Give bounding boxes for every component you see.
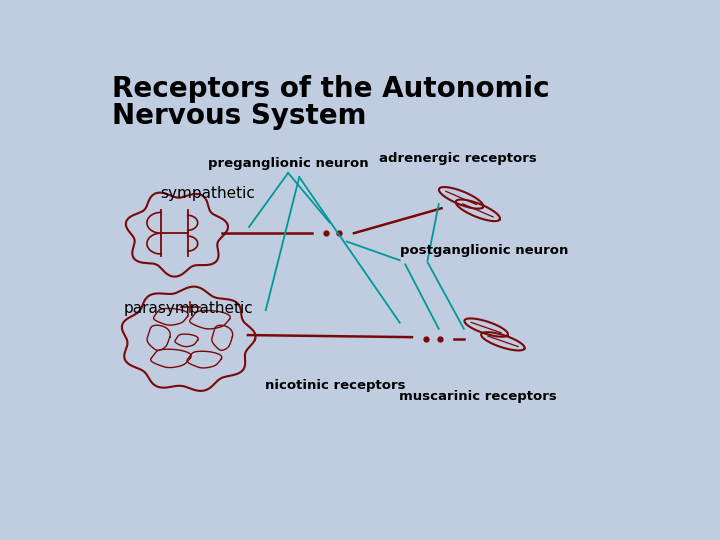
Text: nicotinic receptors: nicotinic receptors xyxy=(265,379,406,392)
Text: adrenergic receptors: adrenergic receptors xyxy=(379,152,537,165)
Text: Nervous System: Nervous System xyxy=(112,102,366,130)
Text: muscarinic receptors: muscarinic receptors xyxy=(399,390,557,403)
Text: parasympathetic: parasympathetic xyxy=(124,301,253,315)
Text: sympathetic: sympathetic xyxy=(160,186,255,201)
Text: postganglionic neuron: postganglionic neuron xyxy=(400,244,568,257)
Text: preganglionic neuron: preganglionic neuron xyxy=(208,157,369,170)
Text: Receptors of the Autonomic: Receptors of the Autonomic xyxy=(112,75,550,103)
